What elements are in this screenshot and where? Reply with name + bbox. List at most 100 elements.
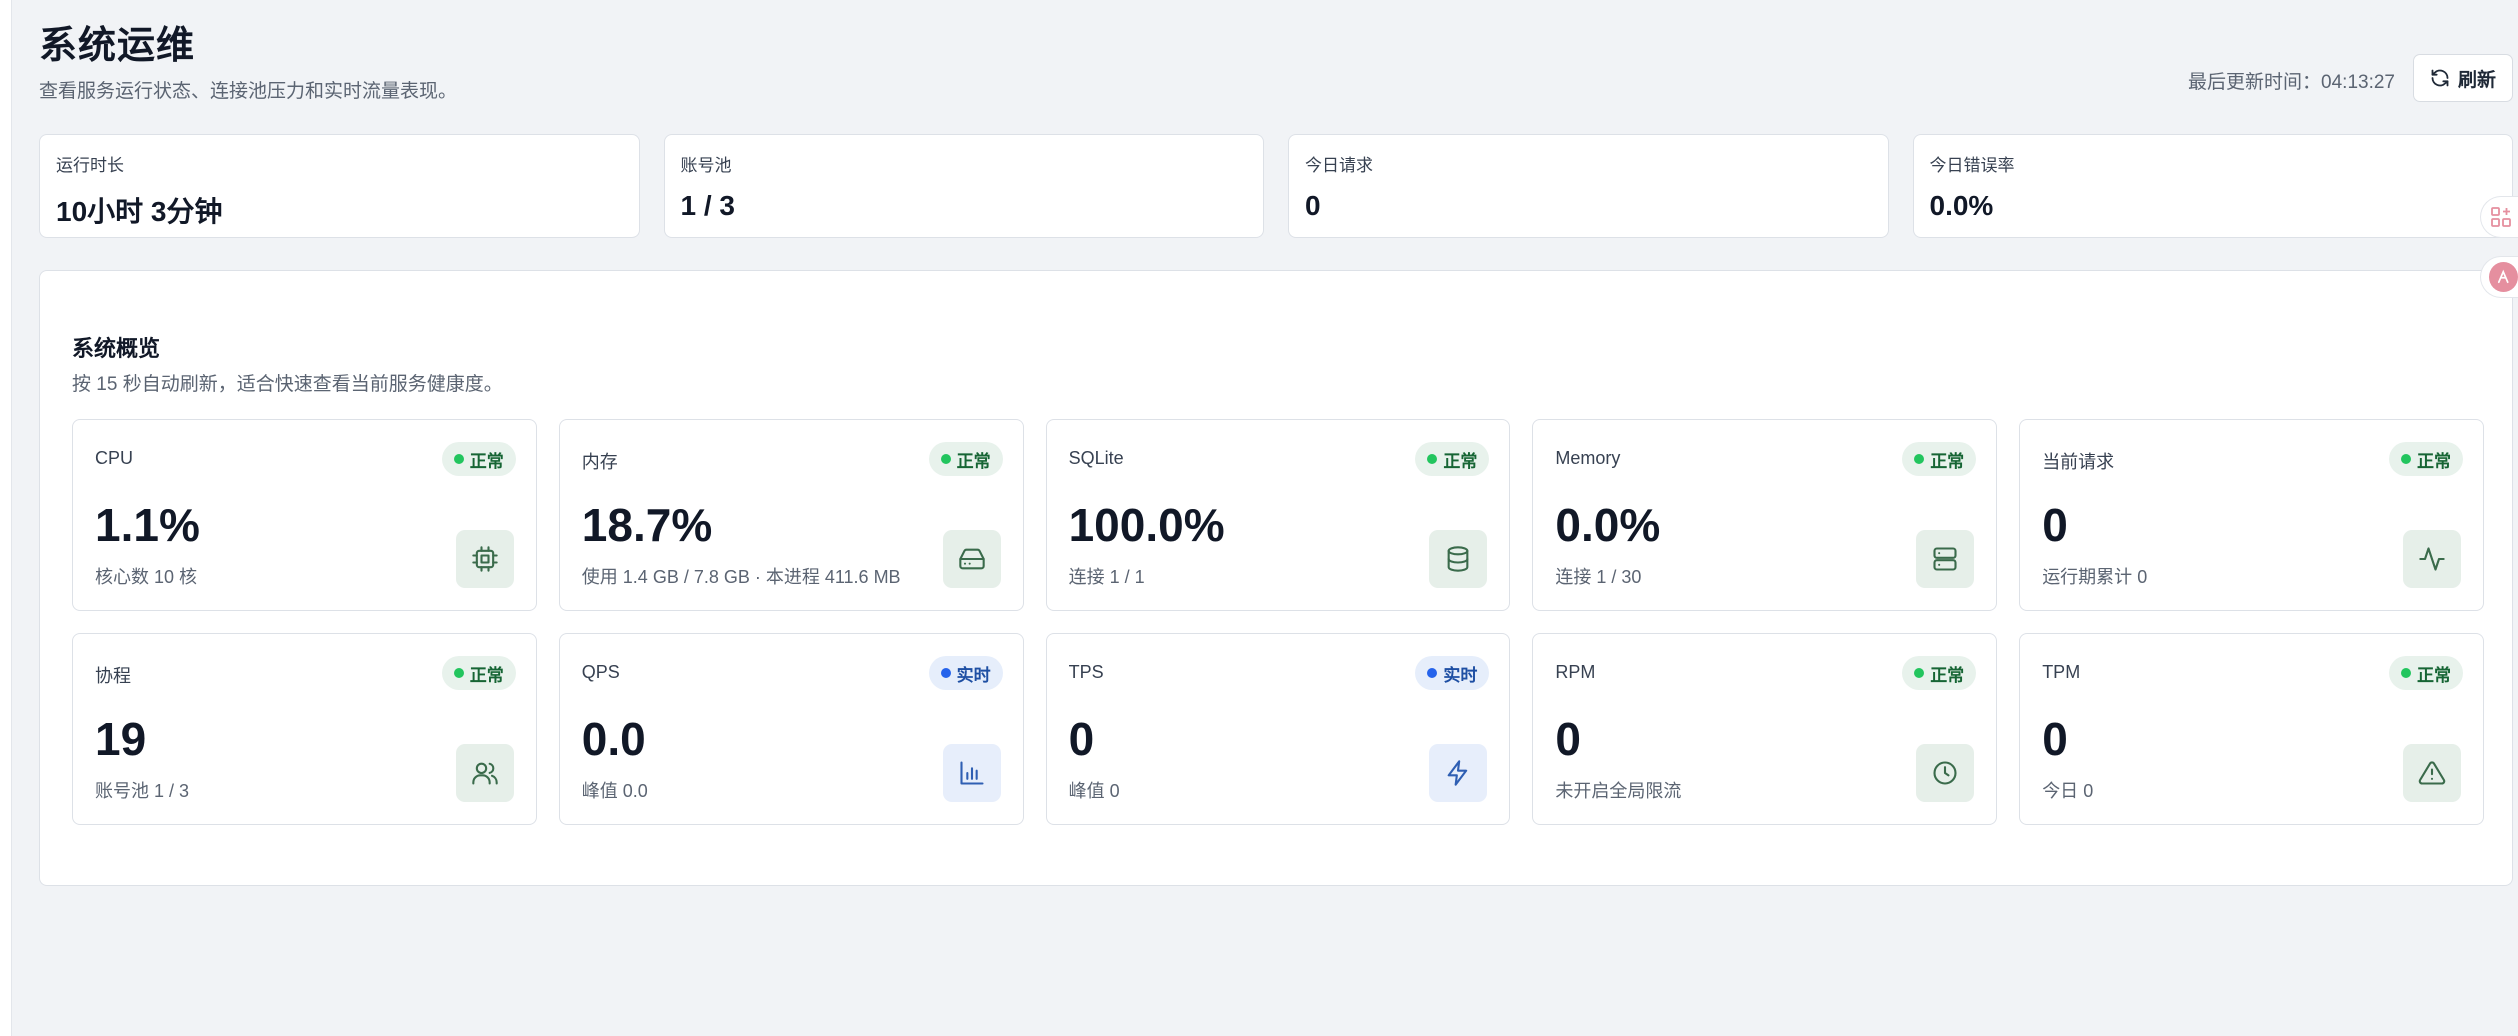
stats-row: 运行时长 10小时 3分钟 账号池 1 / 3 今日请求 0 今日错误率 0.0… [39,134,2513,238]
bar-chart-icon [942,744,1001,802]
metric-label: SQLite [1068,448,1124,468]
status-badge: 正常 [441,656,516,690]
status-badge: 正常 [928,442,1003,476]
clock-icon [1916,744,1975,802]
metric-label: 当前请求 [2042,452,2115,472]
database-icon [1429,530,1488,588]
metric-subtext: 连接 1 / 1 [1068,567,1145,587]
status-dot [453,454,464,464]
metric-card-tps: TPS 实时 0 峰值 0 [1045,633,1511,825]
stat-card-account-pool: 账号池 1 / 3 [663,134,1264,238]
status-dot [1914,668,1925,678]
stat-label: 今日错误率 [1929,156,2015,175]
status-badge-text: 正常 [2416,665,2451,685]
refresh-icon [2431,69,2449,87]
metric-label: TPS [1068,662,1104,682]
metric-label: Memory [1555,448,1621,468]
metric-value: 0 [2042,713,2068,765]
stat-value: 1 / 3 [680,190,735,221]
status-dot [453,668,464,678]
system-overview-panel: 系统概览 按 15 秒自动刷新，适合快速查看当前服务健康度。 CPU 正常 1.… [39,270,2513,886]
status-dot [2400,454,2411,464]
last-update-time: 最后更新时间：04:13:27 [2188,72,2395,93]
page-title: 系统运维 [39,25,196,67]
status-dot [1914,454,1925,464]
status-badge-text: 实时 [1443,665,1478,685]
metric-label: QPS [581,662,620,682]
status-badge-text: 正常 [1930,665,1965,685]
status-badge: 实时 [1415,656,1490,690]
metric-subtext: 核心数 10 核 [95,567,198,587]
refresh-button[interactable]: 刷新 [2413,54,2513,102]
status-badge: 正常 [441,442,516,476]
metric-subtext: 今日 0 [2042,781,2094,801]
metric-value: 19 [95,713,147,765]
status-badge-text: 正常 [469,451,504,471]
stat-label: 今日请求 [1305,156,1373,175]
status-badge: 正常 [1902,656,1977,690]
zap-icon [1429,744,1488,802]
stat-value: 10小时 3分钟 [56,196,223,227]
metric-value: 100.0% [1068,499,1225,551]
metric-label: RPM [1555,662,1596,682]
metric-grid: CPU 正常 1.1% 核心数 10 核 内存 正常 18.7% 使用 1.4 … [72,419,2484,825]
metric-label: 内存 [581,452,618,472]
status-dot [2400,668,2411,678]
alert-triangle-icon [2402,744,2461,802]
status-badge-text: 实时 [956,665,991,685]
users-icon [455,744,514,802]
refresh-label: 刷新 [2457,69,2496,91]
status-badge: 正常 [2388,656,2463,690]
stat-label: 账号池 [680,156,732,175]
status-badge-text: 正常 [1443,451,1478,471]
metric-value: 0 [1555,713,1581,765]
stat-card-error-rate: 今日错误率 0.0% [1912,134,2513,238]
left-rail [0,0,12,1036]
status-badge: 正常 [2388,442,2463,476]
status-badge-text: 正常 [2416,451,2451,471]
stat-card-today-requests: 今日请求 0 [1288,134,1889,238]
server-icon [1916,530,1975,588]
metric-value: 0.0 [581,713,646,765]
cpu-icon [455,530,514,588]
status-dot [940,454,951,464]
metric-subtext: 账号池 1 / 3 [95,781,190,801]
metric-subtext: 峰值 0 [1068,781,1120,801]
metric-subtext: 使用 1.4 GB / 7.8 GB · 本进程 411.6 MB [581,567,901,587]
metric-label: TPM [2042,662,2081,682]
metric-subtext: 连接 1 / 30 [1555,567,1642,587]
metric-card-sqlite: SQLite 正常 100.0% 连接 1 / 1 [1045,419,1511,611]
metric-value: 1.1% [95,499,200,551]
status-badge: 正常 [1415,442,1490,476]
stat-label: 运行时长 [56,156,124,175]
status-dot [1427,668,1438,678]
status-dot [940,668,951,678]
metric-label: 协程 [95,666,131,686]
activity-icon [2402,530,2461,588]
overview-title: 系统概览 [72,336,161,361]
assistant-icon [2489,262,2518,292]
status-badge-text: 正常 [1930,451,1965,471]
metric-card-current-requests: 当前请求 正常 0 运行期累计 0 [2019,419,2484,611]
page-content: 系统运维 查看服务运行状态、连接池压力和实时流量表现。 最后更新时间：04:13… [39,0,2513,1036]
metric-card-qps: QPS 实时 0.0 峰值 0.0 [558,633,1024,825]
status-badge: 实时 [928,656,1003,690]
status-badge-text: 正常 [469,665,504,685]
metric-subtext: 运行期累计 0 [2042,567,2148,587]
hard-drive-icon [942,530,1001,588]
floating-assistant-button[interactable] [2480,256,2518,298]
metric-card-cpu: CPU 正常 1.1% 核心数 10 核 [72,419,537,611]
stat-value: 0 [1305,190,1321,221]
metric-card-memory-usage: 内存 正常 18.7% 使用 1.4 GB / 7.8 GB · 本进程 411… [558,419,1024,611]
metric-subtext: 峰值 0.0 [581,781,648,801]
metric-card-memory: Memory 正常 0.0% 连接 1 / 30 [1532,419,1998,611]
metric-value: 0 [2042,499,2068,551]
stat-card-uptime: 运行时长 10小时 3分钟 [39,134,640,238]
metric-value: 18.7% [581,499,713,551]
metric-card-goroutines: 协程 正常 19 账号池 1 / 3 [72,633,537,825]
metric-label: CPU [95,448,134,468]
floating-tool-button[interactable] [2480,196,2518,238]
metric-value: 0.0% [1555,499,1661,551]
metric-card-rpm: RPM 正常 0 未开启全局限流 [1532,633,1998,825]
metric-value: 0 [1068,713,1095,765]
